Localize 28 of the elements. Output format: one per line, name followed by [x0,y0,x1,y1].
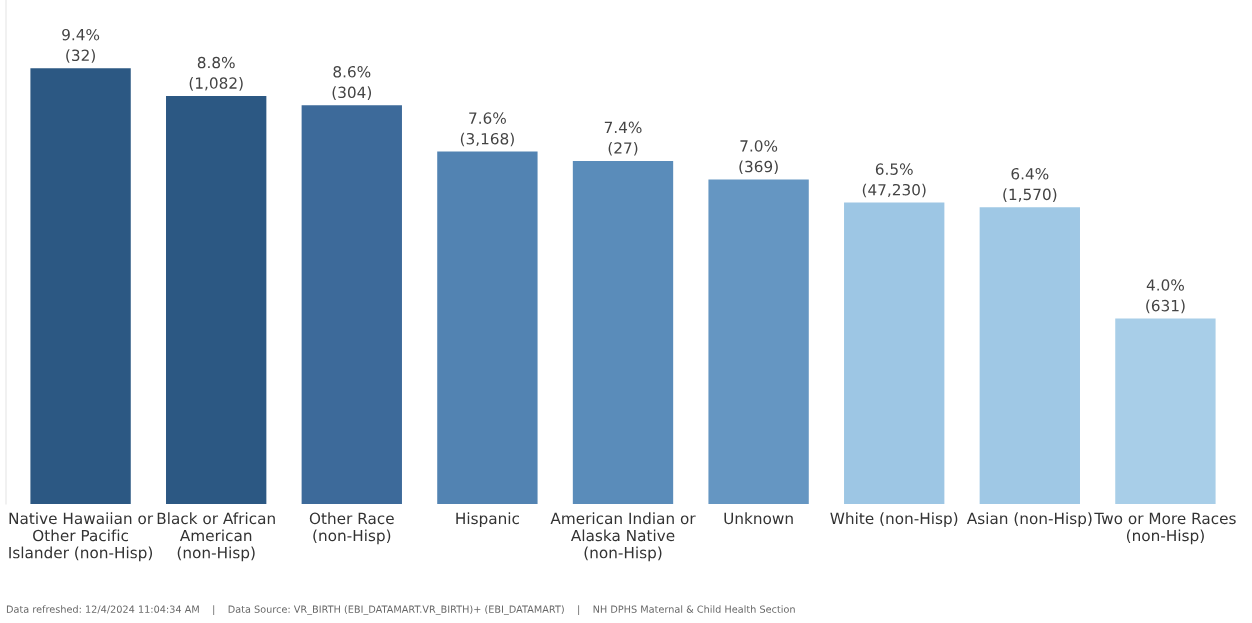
bar [166,95,267,504]
data-label: 6.4% (1,570) [1003,167,1057,202]
bar [301,105,402,504]
data-label: 7.0% (369) [739,140,778,175]
x-tick-label: American Indian or Alaska Native (non-Hisp) [550,512,696,562]
bar [844,202,945,504]
bar [979,207,1080,504]
x-tick-label: Two or More Races (non-Hisp) [1094,512,1236,545]
bar [437,151,538,504]
data-label: 4.0% (631) [1146,279,1185,314]
data-label: 7.6% (3,168) [460,112,514,147]
x-tick-label: Asian (non-Hisp) [966,512,1092,528]
data-label: 8.6% (304) [332,65,372,100]
x-tick-label: Black or African American (non-Hisp) [157,512,275,562]
x-tick-label: Other Race (non-Hisp) [309,512,394,545]
bar [1115,318,1216,504]
data-label: 8.8% (1,082) [189,56,243,91]
bar [708,179,809,504]
bar [30,68,131,504]
x-tick-label: Native Hawaiian or Other Pacific Islander (non-Hisp) [9,512,154,562]
x-tick-label: Unknown [724,512,793,525]
text: Data refreshed: 12/4/2024 11:04:34 AM | Data Source: VR_BIRTH (EBI_DATAMART.VR_BIRTH)+ (EBI_DATAMART) | NH DPHS Maternal & Child Health Section [6,605,795,615]
data-label: 7.4% (27) [604,121,642,156]
x-tick-label: White (non-Hisp) [830,512,958,528]
bar [572,160,674,504]
x-tick-label: Hispanic [456,512,519,528]
data-label: 9.4% (32) [62,28,100,63]
data-label: 6.5% (47,230) [862,163,926,198]
